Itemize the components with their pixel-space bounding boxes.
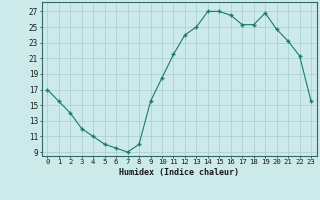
X-axis label: Humidex (Indice chaleur): Humidex (Indice chaleur) xyxy=(119,168,239,177)
